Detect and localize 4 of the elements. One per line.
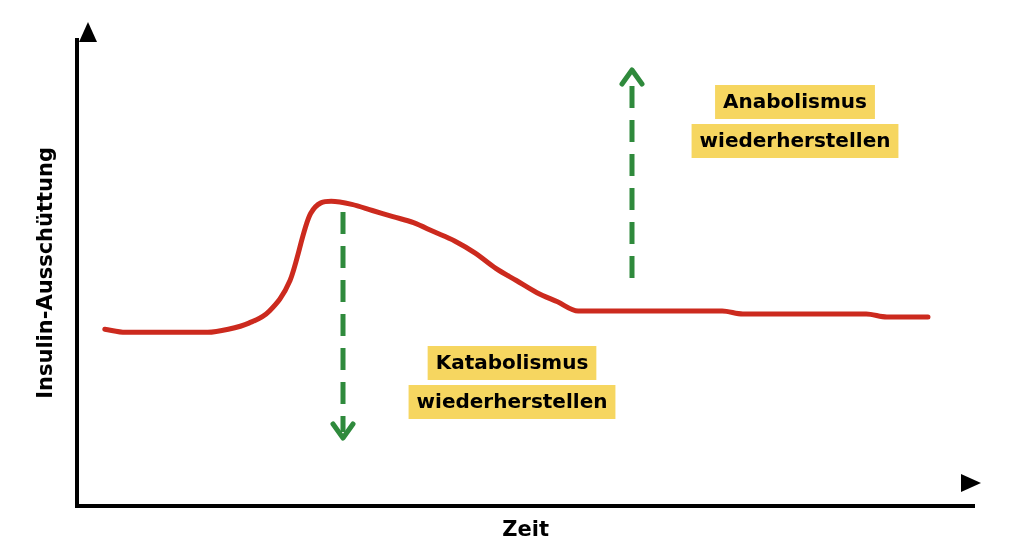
x-axis-title: Zeit: [502, 516, 549, 541]
y-axis-title: Insulin-Ausschüttung: [33, 146, 58, 399]
annotation: Katabolismus wiederherstellen: [416, 350, 608, 414]
text: Anabolismus wiederherstellen: [699, 89, 891, 153]
